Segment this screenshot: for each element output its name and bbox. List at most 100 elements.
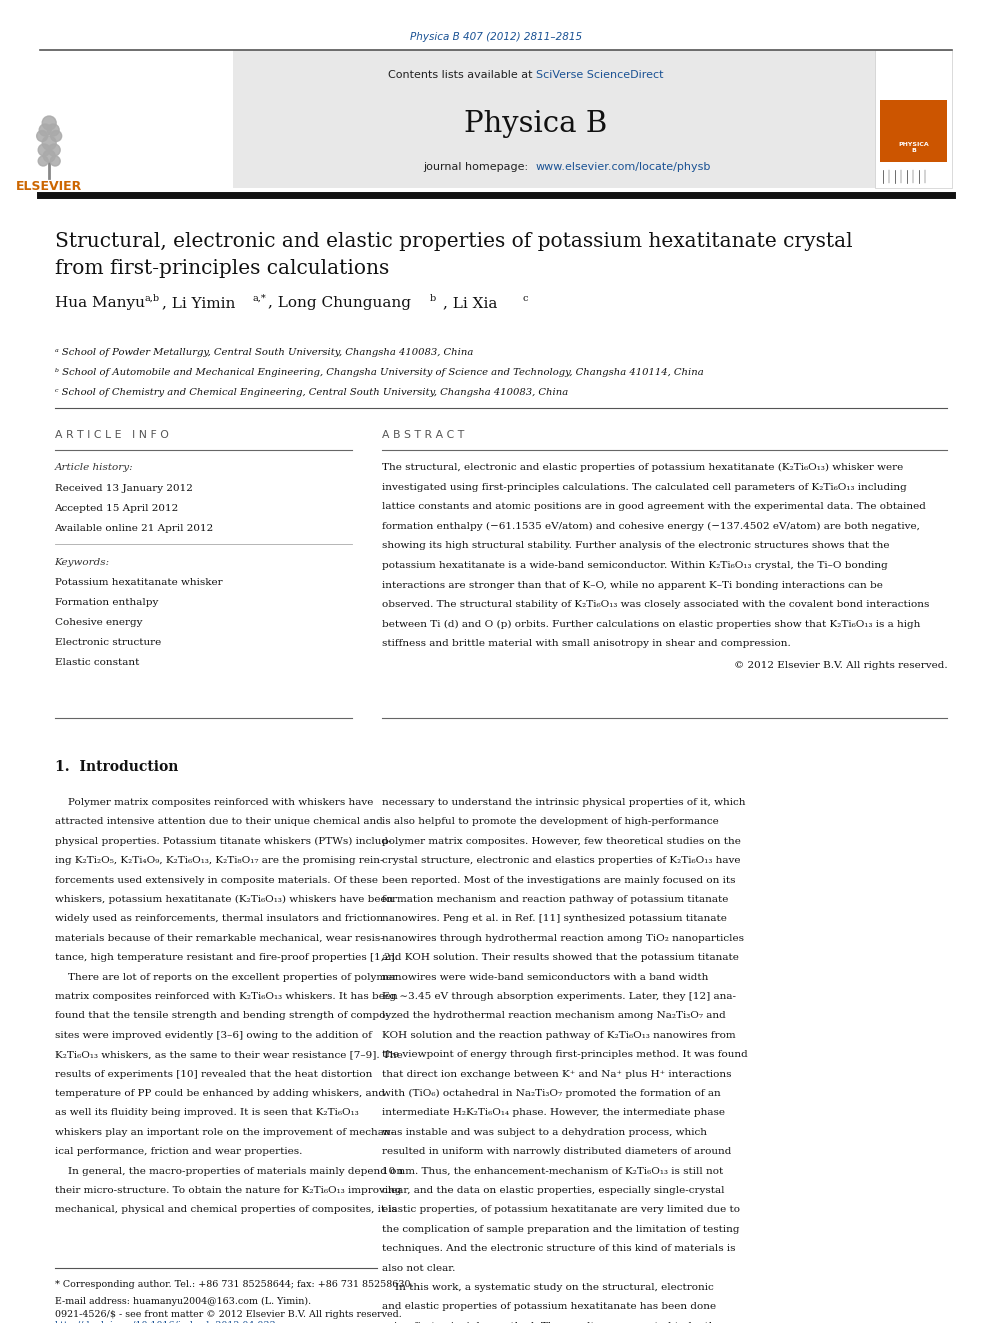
Text: and elastic properties of potassium hexatitanate has been done: and elastic properties of potassium hexa… [382, 1302, 716, 1311]
Text: their micro-structure. To obtain the nature for K₂Ti₆O₁₃ improving: their micro-structure. To obtain the nat… [55, 1185, 401, 1195]
Text: and KOH solution. Their results showed that the potassium titanate: and KOH solution. Their results showed t… [382, 953, 739, 962]
Text: Hua Manyu: Hua Manyu [55, 296, 150, 310]
Text: Keywords:: Keywords: [55, 558, 110, 568]
Circle shape [38, 156, 49, 165]
Text: formation enthalpy (−61.1535 eV/atom) and cohesive energy (−137.4502 eV/atom) ar: formation enthalpy (−61.1535 eV/atom) an… [382, 521, 920, 531]
Text: Physica B: Physica B [464, 110, 607, 138]
Circle shape [51, 156, 61, 165]
Text: between Ti (d) and O (p) orbits. Further calculations on elastic properties show: between Ti (d) and O (p) orbits. Further… [382, 619, 921, 628]
Text: b: b [430, 294, 435, 303]
Text: E-mail address: huamanyu2004@163.com (L. Yimin).: E-mail address: huamanyu2004@163.com (L.… [55, 1297, 310, 1306]
Text: matrix composites reinforced with K₂Ti₆O₁₃ whiskers. It has been: matrix composites reinforced with K₂Ti₆O… [55, 992, 398, 1002]
Circle shape [38, 144, 51, 156]
Text: In this work, a systematic study on the structural, electronic: In this work, a systematic study on the … [382, 1283, 713, 1293]
Text: intermediate H₂K₂Ti₆O₁₄ phase. However, the intermediate phase: intermediate H₂K₂Ti₆O₁₄ phase. However, … [382, 1109, 725, 1118]
Text: © 2012 Elsevier B.V. All rights reserved.: © 2012 Elsevier B.V. All rights reserved… [734, 662, 947, 669]
Circle shape [44, 149, 56, 161]
Text: was instable and was subject to a dehydration process, which: was instable and was subject to a dehydr… [382, 1127, 707, 1136]
Circle shape [48, 124, 60, 136]
Text: , Long Chunguang: , Long Chunguang [268, 296, 416, 310]
Text: nanowires were wide-band semiconductors with a band width: nanowires were wide-band semiconductors … [382, 972, 708, 982]
Text: Accepted 15 April 2012: Accepted 15 April 2012 [55, 504, 179, 513]
Text: also not clear.: also not clear. [382, 1263, 455, 1273]
Text: In general, the macro-properties of materials mainly depend on: In general, the macro-properties of mate… [55, 1167, 403, 1176]
Circle shape [43, 136, 57, 149]
Text: Structural, electronic and elastic properties of potassium hexatitanate crystal
: Structural, electronic and elastic prope… [55, 232, 852, 278]
Text: is also helpful to promote the development of high-performance: is also helpful to promote the developme… [382, 818, 718, 827]
Text: www.elsevier.com/locate/physb: www.elsevier.com/locate/physb [536, 161, 711, 172]
FancyBboxPatch shape [40, 50, 913, 188]
Text: whiskers, potassium hexatitanate (K₂Ti₆O₁₃) whiskers have been: whiskers, potassium hexatitanate (K₂Ti₆O… [55, 894, 393, 904]
Text: Eg ∼3.45 eV through absorption experiments. Later, they [12] ana-: Eg ∼3.45 eV through absorption experimen… [382, 992, 736, 1002]
Circle shape [39, 124, 52, 136]
Text: Physica B 407 (2012) 2811–2815: Physica B 407 (2012) 2811–2815 [410, 32, 582, 42]
Text: temperature of PP could be enhanced by adding whiskers, and: temperature of PP could be enhanced by a… [55, 1089, 385, 1098]
Text: elastic properties, of potassium hexatitanate are very limited due to: elastic properties, of potassium hexatit… [382, 1205, 740, 1215]
Text: A R T I C L E   I N F O: A R T I C L E I N F O [55, 430, 169, 441]
Text: nanowires. Peng et al. in Ref. [11] synthesized potassium titanate: nanowires. Peng et al. in Ref. [11] synt… [382, 914, 727, 923]
Text: c: c [523, 294, 528, 303]
Text: nanowires through hydrothermal reaction among TiO₂ nanoparticles: nanowires through hydrothermal reaction … [382, 934, 744, 943]
Text: interactions are stronger than that of K–O, while no apparent K–Ti bonding inter: interactions are stronger than that of K… [382, 581, 883, 590]
Text: the complication of sample preparation and the limitation of testing: the complication of sample preparation a… [382, 1225, 739, 1234]
Text: 1.  Introduction: 1. Introduction [55, 759, 178, 774]
Text: A B S T R A C T: A B S T R A C T [382, 430, 464, 441]
Text: polymer matrix composites. However, few theoretical studies on the: polymer matrix composites. However, few … [382, 837, 741, 845]
Text: ᵇ School of Automobile and Mechanical Engineering, Changsha University of Scienc: ᵇ School of Automobile and Mechanical En… [55, 368, 703, 377]
Text: * Corresponding author. Tel.: +86 731 85258644; fax: +86 731 85258630.: * Corresponding author. Tel.: +86 731 85… [55, 1279, 413, 1289]
Text: ical performance, friction and wear properties.: ical performance, friction and wear prop… [55, 1147, 302, 1156]
Text: whiskers play an important role on the improvement of mechan-: whiskers play an important role on the i… [55, 1127, 394, 1136]
Text: K₂Ti₆O₁₃ whiskers, as the same to their wear resistance [7–9]. The: K₂Ti₆O₁₃ whiskers, as the same to their … [55, 1050, 403, 1060]
Text: formation mechanism and reaction pathway of potassium titanate: formation mechanism and reaction pathway… [382, 894, 728, 904]
Text: investigated using first-principles calculations. The calculated cell parameters: investigated using first-principles calc… [382, 483, 907, 492]
Text: mechanical, physical and chemical properties of composites, it is: mechanical, physical and chemical proper… [55, 1205, 397, 1215]
Text: ᵃ School of Powder Metallurgy, Central South University, Changsha 410083, China: ᵃ School of Powder Metallurgy, Central S… [55, 348, 473, 357]
Text: techniques. And the electronic structure of this kind of materials is: techniques. And the electronic structure… [382, 1244, 735, 1253]
Text: Formation enthalpy: Formation enthalpy [55, 598, 158, 607]
Text: crystal structure, electronic and elastics properties of K₂Ti₆O₁₃ have: crystal structure, electronic and elasti… [382, 856, 740, 865]
Text: necessary to understand the intrinsic physical properties of it, which: necessary to understand the intrinsic ph… [382, 798, 745, 807]
Text: ing K₂Ti₂O₅, K₂Ti₄O₉, K₂Ti₆O₁₃, K₂Ti₈O₁₇ are the promising rein-: ing K₂Ti₂O₅, K₂Ti₄O₉, K₂Ti₆O₁₃, K₂Ti₈O₁₇… [55, 856, 383, 865]
Text: 0921-4526/$ - see front matter © 2012 Elsevier B.V. All rights reserved.: 0921-4526/$ - see front matter © 2012 El… [55, 1310, 402, 1319]
Text: that direct ion exchange between K⁺ and Na⁺ plus H⁺ interactions: that direct ion exchange between K⁺ and … [382, 1069, 731, 1078]
Text: 10 nm. Thus, the enhancement-mechanism of K₂Ti₆O₁₃ is still not: 10 nm. Thus, the enhancement-mechanism o… [382, 1167, 723, 1176]
Text: as well its fluidity being improved. It is seen that K₂Ti₆O₁₃: as well its fluidity being improved. It … [55, 1109, 358, 1118]
Text: Available online 21 April 2012: Available online 21 April 2012 [55, 524, 214, 533]
Text: showing its high structural stability. Further analysis of the electronic struct: showing its high structural stability. F… [382, 541, 890, 550]
Text: stiffness and brittle material with small anisotropy in shear and compression.: stiffness and brittle material with smal… [382, 639, 791, 648]
Text: potassium hexatitanate is a wide-band semiconductor. Within K₂Ti₆O₁₃ crystal, th: potassium hexatitanate is a wide-band se… [382, 561, 888, 570]
Text: Electronic structure: Electronic structure [55, 638, 161, 647]
Text: observed. The structural stability of K₂Ti₆O₁₃ was closely associated with the c: observed. The structural stability of K₂… [382, 601, 930, 609]
FancyBboxPatch shape [40, 50, 233, 188]
Text: ELSEVIER: ELSEVIER [16, 180, 82, 193]
Text: forcements used extensively in composite materials. Of these: forcements used extensively in composite… [55, 876, 378, 885]
Text: been reported. Most of the investigations are mainly focused on its: been reported. Most of the investigation… [382, 876, 735, 885]
Text: Elastic constant: Elastic constant [55, 658, 139, 667]
Text: The structural, electronic and elastic properties of potassium hexatitanate (K₂T: The structural, electronic and elastic p… [382, 463, 903, 472]
Text: lattice constants and atomic positions are in good agreement with the experiment: lattice constants and atomic positions a… [382, 503, 926, 511]
Text: , Li Xia: , Li Xia [442, 296, 502, 310]
Text: the viewpoint of energy through first-principles method. It was found: the viewpoint of energy through first-pr… [382, 1050, 748, 1060]
Text: widely used as reinforcements, thermal insulators and friction: widely used as reinforcements, thermal i… [55, 914, 383, 923]
Text: Potassium hexatitanate whisker: Potassium hexatitanate whisker [55, 578, 222, 587]
Circle shape [51, 131, 62, 142]
Text: results of experiments [10] revealed that the heat distortion: results of experiments [10] revealed tha… [55, 1069, 372, 1078]
Text: Cohesive energy: Cohesive energy [55, 618, 142, 627]
Text: sites were improved evidently [3–6] owing to the addition of: sites were improved evidently [3–6] owin… [55, 1031, 371, 1040]
FancyBboxPatch shape [875, 50, 952, 188]
FancyBboxPatch shape [880, 101, 947, 161]
Text: found that the tensile strength and bending strength of compo-: found that the tensile strength and bend… [55, 1011, 389, 1020]
Text: resulted in uniform with narrowly distributed diameters of around: resulted in uniform with narrowly distri… [382, 1147, 731, 1156]
Text: Received 13 January 2012: Received 13 January 2012 [55, 484, 192, 493]
Text: materials because of their remarkable mechanical, wear resis-: materials because of their remarkable me… [55, 934, 383, 943]
Text: KOH solution and the reaction pathway of K₂Ti₆O₁₃ nanowires from: KOH solution and the reaction pathway of… [382, 1031, 735, 1040]
Text: ᶜ School of Chemistry and Chemical Engineering, Central South University, Changs: ᶜ School of Chemistry and Chemical Engin… [55, 388, 567, 397]
Text: a,b: a,b [145, 294, 160, 303]
Text: with (TiO₆) octahedral in Na₂Ti₃O₇ promoted the formation of an: with (TiO₆) octahedral in Na₂Ti₃O₇ promo… [382, 1089, 720, 1098]
Text: , Li Yimin: , Li Yimin [162, 296, 240, 310]
Text: clear, and the data on elastic properties, especially single-crystal: clear, and the data on elastic propertie… [382, 1185, 724, 1195]
Text: Article history:: Article history: [55, 463, 133, 472]
Text: tance, high temperature resistant and fire-proof properties [1,2].: tance, high temperature resistant and fi… [55, 953, 398, 962]
Text: a,*: a,* [253, 294, 266, 303]
Text: Contents lists available at: Contents lists available at [388, 70, 536, 79]
